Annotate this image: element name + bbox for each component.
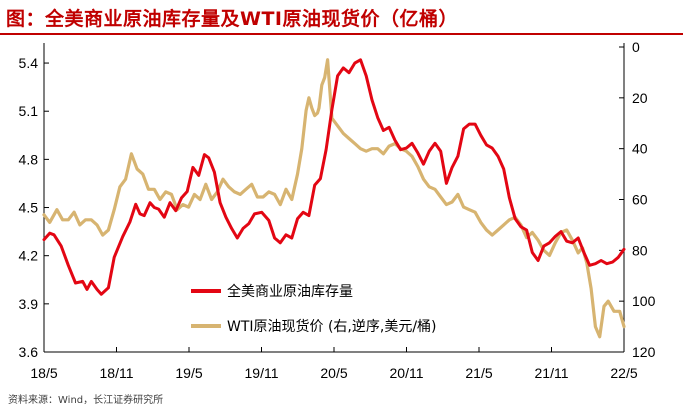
x-tick-label: 19/5 xyxy=(175,365,202,381)
right-y-tick-label: 60 xyxy=(632,192,648,208)
left-y-tick-label: 4.5 xyxy=(19,200,39,216)
left-y-tick-label: 3.9 xyxy=(19,296,39,312)
left-y-tick-label: 3.6 xyxy=(19,344,39,360)
left-y-tick-label: 4.8 xyxy=(19,151,39,167)
x-tick-label: 21/5 xyxy=(465,365,492,381)
title-divider xyxy=(0,33,683,35)
x-tick-label: 21/11 xyxy=(535,365,569,381)
x-tick-label: 19/11 xyxy=(245,365,279,381)
right-y-tick-label: 20 xyxy=(632,90,648,106)
x-tick-label: 18/5 xyxy=(30,365,57,381)
series-line-wti xyxy=(42,58,626,339)
right-y-tick-label: 40 xyxy=(632,141,648,157)
right-y-tick-label: 0 xyxy=(632,39,640,55)
series-line-inventory xyxy=(42,58,626,296)
left-y-tick-label: 5.4 xyxy=(19,55,39,71)
x-tick-label: 20/11 xyxy=(390,365,424,381)
source-note: 资料来源：Wind，长江证券研究所 xyxy=(8,395,164,406)
axes: 3.6 3.9 4.2 4.5 4.8 5.1 5.4 0 20 40 60 80 100 120 18/5… xyxy=(19,39,656,381)
chart-title: 图：全美商业原油库存量及WTI原油现货价（亿桶） xyxy=(6,8,458,30)
series-layer xyxy=(42,58,626,339)
legend-label-wti: WTI原油现货价 (右,逆序,美元/桶) xyxy=(227,318,437,335)
left-y-tick-label: 4.2 xyxy=(19,248,39,264)
right-y-tick-label: 120 xyxy=(632,344,656,360)
right-y-tick-label: 100 xyxy=(632,293,656,309)
x-tick-label: 22/5 xyxy=(610,365,637,381)
legend: 全美商业原油库存量 WTI原油现货价 (右,逆序,美元/桶) xyxy=(191,283,437,335)
x-tick-label: 20/5 xyxy=(320,365,347,381)
legend-label-inventory: 全美商业原油库存量 xyxy=(227,283,353,300)
left-y-tick-label: 5.1 xyxy=(19,103,39,119)
x-tick-label: 18/11 xyxy=(100,365,134,381)
right-y-tick-label: 80 xyxy=(632,242,648,258)
